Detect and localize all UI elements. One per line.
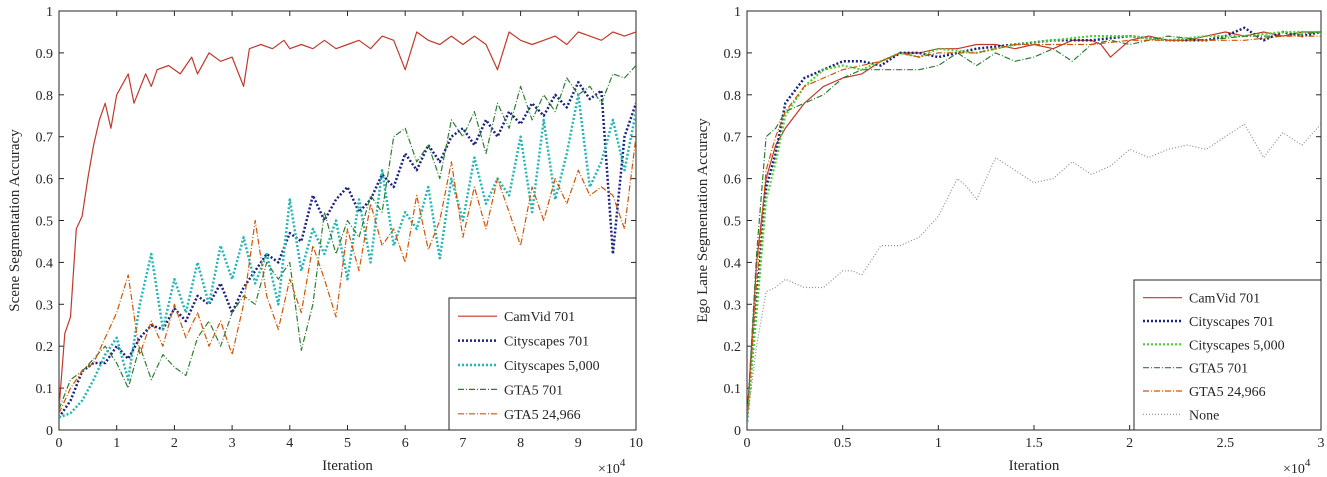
x-axis-multiplier-exponent: 4 [620,457,626,469]
x-tick-label: 10 [629,436,643,451]
series-lines [747,26,1321,422]
legend: CamVid 701 Cityscapes 701 Cityscapes 5,000… [448,297,637,431]
y-axis-title: Ego Lane Segmentation Accuracy [695,118,711,323]
legend-label: Cityscapes 701 [1189,315,1274,330]
legend-label: Cityscapes 701 [504,335,589,350]
x-tick-label: 3 [1318,436,1325,451]
x-tick-label: 0.5 [834,436,852,451]
x-tick-label: 3 [229,436,236,451]
x-axis-multiplier: ×104 [598,457,626,477]
series-line-camvid-701 [747,31,1321,422]
series-line-gta5-24-966 [59,136,636,414]
x-tick-label: 8 [517,436,524,451]
x-tick-label: 1 [113,436,120,451]
y-tick-label: 1 [46,5,53,20]
y-tick-label: 0.9 [724,47,742,62]
x-tick-label: 1 [935,436,942,451]
y-tick-label: 0.1 [36,382,54,397]
legend-label: GTA5 701 [504,383,563,398]
series-line-none [747,123,1321,422]
series-line-cityscapes-5-000 [59,93,636,419]
y-tick-label: 0.2 [724,340,742,355]
legend-label: CamVid 701 [1189,292,1260,307]
y-tick-label: 0.4 [36,256,54,271]
series-line-gta5-701 [59,65,636,410]
x-axis-multiplier-exponent: 4 [1305,457,1311,469]
x-tick-label: 5 [344,436,351,451]
series-line-gta5-24-966 [747,35,1321,422]
scene-segmentation-chart: 0 1 2 3 4 5 6 7 8 9 10 0 0.1 0.2 0.3 0.4 0.5 0.6 0.7 0.8 0.9… [7,5,643,477]
x-tick-label: 4 [286,436,293,451]
y-tick-label: 0 [46,424,53,439]
x-tick-label: 0 [744,436,751,451]
y-axis-title: Scene Segmentation Accuracy [7,129,23,312]
y-tick-label: 0.7 [36,131,54,146]
series-line-cityscapes-701 [59,80,636,419]
y-tick-label: 0.3 [724,298,742,313]
x-axis-title: Iteration [1009,458,1060,474]
y-tick-label: 0.1 [724,382,742,397]
ego-lane-segmentation-chart: 0 0.5 1 1.5 2 2.5 3 0 0.1 0.2 0.3 0.4 0.5 0.6 0.7 0.8 0.… [695,5,1325,477]
x-tick-label: 7 [459,436,466,451]
x-tick-label: 2 [171,436,178,451]
series-lines [59,31,636,419]
x-tick-label: 6 [402,436,409,451]
x-tick-label: 1.5 [1025,436,1043,451]
legend-label: None [1189,408,1219,423]
series-line-camvid-701 [59,31,636,410]
legend-box [448,297,637,431]
y-tick-label: 0.6 [36,173,54,188]
x-axis-multiplier-base: ×10 [598,462,620,477]
y-tick-label: 0.7 [724,131,742,146]
x-tick-label: 2 [1126,436,1133,451]
x-tick-label: 2.5 [1217,436,1235,451]
y-tick-label: 0.8 [36,89,54,104]
legend-box [1133,279,1322,431]
y-tick-label: 1 [734,5,741,20]
x-tick-label: 0 [56,436,63,451]
legend-label: Cityscapes 5,000 [1189,338,1285,353]
y-tick-label: 0.2 [36,340,54,355]
y-tick-label: 0 [734,424,741,439]
legend-label: GTA5 24,966 [1189,385,1266,400]
legend-label: Cityscapes 5,000 [504,359,600,374]
x-tick-label: 9 [575,436,582,451]
y-tick-label: 0.8 [724,89,742,104]
x-axis-title: Iteration [322,458,373,474]
legend-label: CamVid 701 [504,310,575,325]
y-tick-label: 0.5 [724,215,742,230]
y-tick-label: 0.5 [36,215,54,230]
x-axis-multiplier: ×104 [1283,457,1311,477]
legend-label: GTA5 24,966 [504,408,581,423]
x-axis-multiplier-base: ×10 [1283,462,1305,477]
series-line-cityscapes-701 [747,26,1321,422]
y-tick-label: 0.3 [36,298,54,313]
y-tick-label: 0.9 [36,47,54,62]
y-tick-label: 0.6 [724,173,742,188]
legend: CamVid 701 Cityscapes 701 Cityscapes 5,000… [1133,279,1322,431]
legend-label: GTA5 701 [1189,362,1248,377]
y-tick-label: 0.4 [724,256,742,271]
